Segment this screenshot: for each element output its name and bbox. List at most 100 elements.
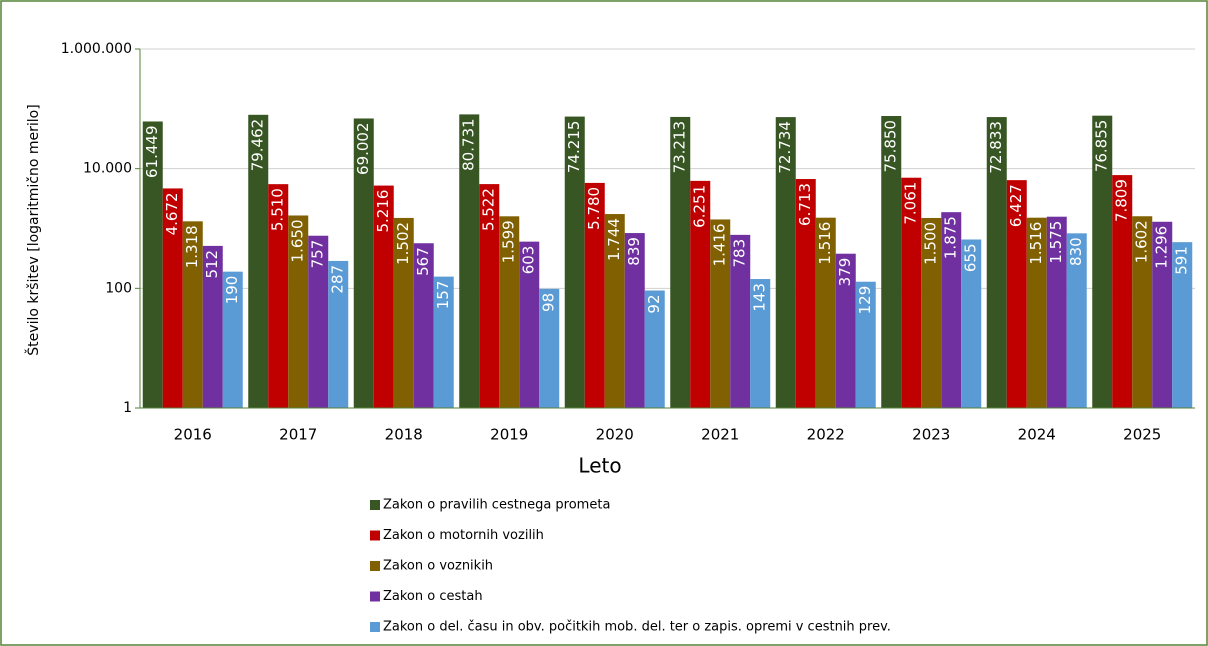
value-label: 190 <box>223 276 241 305</box>
bar <box>308 235 329 408</box>
legend-swatch <box>370 500 380 510</box>
bar <box>1066 233 1087 408</box>
value-label: 79.462 <box>249 119 267 172</box>
bar <box>202 245 223 408</box>
bar <box>393 217 414 408</box>
bar <box>353 118 374 408</box>
x-tick-label: 2018 <box>385 426 423 444</box>
bar <box>1006 180 1027 408</box>
value-label: 1.575 <box>1047 221 1065 264</box>
bar <box>795 179 816 408</box>
bar <box>1132 216 1153 408</box>
value-label: 5.510 <box>269 188 287 231</box>
bar <box>519 241 540 408</box>
legend-swatch <box>370 622 380 632</box>
value-label: 6.251 <box>691 185 709 228</box>
legend-label: Zakon o del. času in obv. počitkih mob. … <box>383 620 891 635</box>
bar <box>564 116 585 408</box>
bar <box>142 121 163 409</box>
value-label: 1.502 <box>394 222 412 265</box>
y-axis-title: Število kršitev [logaritmično merilo] <box>24 104 42 355</box>
bar <box>881 116 902 408</box>
value-label: 76.855 <box>1093 120 1111 173</box>
bar <box>690 180 711 408</box>
value-label: 830 <box>1067 237 1085 266</box>
bar <box>750 279 771 408</box>
value-label: 757 <box>309 240 327 269</box>
value-label: 1.416 <box>711 223 729 266</box>
x-tick-label: 2023 <box>912 426 950 444</box>
bar <box>288 215 309 408</box>
bar <box>855 281 876 408</box>
bar <box>539 288 560 408</box>
x-tick-label: 2022 <box>807 426 845 444</box>
value-label: 567 <box>414 247 432 276</box>
bar <box>986 117 1007 409</box>
value-label: 7.809 <box>1113 179 1131 222</box>
y-tick-label: 100 <box>105 280 132 296</box>
value-label: 5.216 <box>374 190 392 233</box>
value-label: 74.215 <box>565 121 583 174</box>
value-label: 512 <box>203 250 221 279</box>
bar <box>162 188 183 408</box>
value-label: 1.650 <box>289 219 307 262</box>
value-label: 4.672 <box>163 192 181 235</box>
value-label: 80.731 <box>460 118 478 170</box>
legend-label: Zakon o cestah <box>383 589 483 604</box>
value-label: 379 <box>836 258 854 287</box>
value-label: 129 <box>856 286 874 315</box>
x-tick-label: 2017 <box>279 426 317 444</box>
x-tick-label: 2021 <box>701 426 739 444</box>
legend-label: Zakon o voznikih <box>383 559 493 574</box>
bar <box>835 253 856 408</box>
bar <box>604 214 625 408</box>
value-label: 61.449 <box>143 125 161 178</box>
x-tick-label: 2019 <box>490 426 528 444</box>
value-label: 1.599 <box>500 220 518 263</box>
legend-swatch <box>370 591 380 602</box>
bar <box>584 182 605 408</box>
value-label: 1.500 <box>922 222 940 265</box>
value-label: 1.516 <box>816 222 834 265</box>
value-label: 6.427 <box>1007 184 1025 227</box>
bar <box>730 234 751 408</box>
value-label: 1.296 <box>1153 226 1171 269</box>
value-label: 1.318 <box>183 225 201 268</box>
legend-label: Zakon o motornih vozilih <box>383 528 544 543</box>
bar <box>1092 115 1113 408</box>
value-label: 1.602 <box>1133 220 1151 263</box>
legend-swatch <box>370 561 380 571</box>
x-tick-label: 2020 <box>596 426 634 444</box>
x-tick-label: 2025 <box>1123 426 1161 444</box>
value-label: 839 <box>625 237 643 266</box>
bar <box>248 114 269 408</box>
bar <box>921 217 942 408</box>
value-label: 1.744 <box>605 218 623 261</box>
bar <box>815 217 836 408</box>
value-label: 92 <box>645 295 663 314</box>
bar <box>479 184 500 408</box>
bar <box>328 260 349 408</box>
bar <box>222 271 243 408</box>
bar <box>1152 221 1173 408</box>
value-label: 591 <box>1173 246 1191 275</box>
bar <box>1112 175 1133 408</box>
bar <box>1172 242 1193 408</box>
bar <box>941 212 962 408</box>
bar <box>1026 217 1047 408</box>
value-label: 603 <box>520 246 538 275</box>
legend-label: Zakon o pravilih cestnega prometa <box>383 498 610 513</box>
bar <box>459 114 480 409</box>
bar <box>644 290 665 408</box>
bar <box>710 219 731 408</box>
y-tick-label: 1.000.000 <box>61 41 132 57</box>
value-label: 6.713 <box>796 183 814 226</box>
x-tick-label: 2016 <box>174 426 212 444</box>
value-label: 98 <box>540 293 558 312</box>
value-label: 655 <box>962 243 980 272</box>
value-label: 75.850 <box>882 120 900 173</box>
bar <box>373 185 394 408</box>
x-tick-label: 2024 <box>1018 426 1056 444</box>
x-axis-title: Leto <box>578 454 621 478</box>
